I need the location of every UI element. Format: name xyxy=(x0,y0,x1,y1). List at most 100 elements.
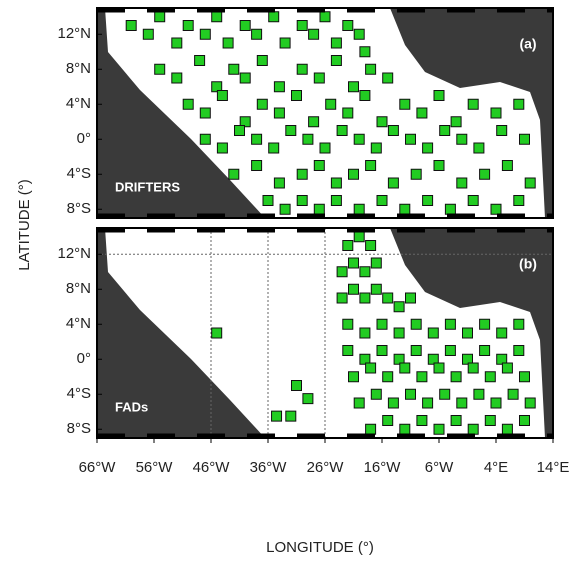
point xyxy=(444,203,456,215)
point xyxy=(273,177,285,189)
point xyxy=(427,353,439,365)
point xyxy=(496,353,508,365)
point xyxy=(462,327,473,339)
panel-label: (b) xyxy=(519,256,537,272)
point xyxy=(513,345,525,356)
point xyxy=(359,46,371,58)
panel-name: FADs xyxy=(115,399,148,414)
point xyxy=(405,292,416,304)
point xyxy=(359,266,371,278)
point xyxy=(490,203,502,215)
y-tick-label: 0° xyxy=(77,130,91,147)
point xyxy=(228,63,240,75)
point xyxy=(279,37,291,49)
point xyxy=(142,28,154,40)
point xyxy=(507,388,519,400)
point xyxy=(387,177,399,189)
point xyxy=(467,362,479,374)
point xyxy=(399,362,411,374)
point xyxy=(484,415,496,426)
point xyxy=(416,107,428,119)
point xyxy=(199,133,211,145)
point xyxy=(462,353,473,365)
point xyxy=(199,107,211,119)
point xyxy=(513,318,525,330)
point xyxy=(211,327,223,339)
point xyxy=(251,160,263,171)
point xyxy=(296,63,308,75)
y-tick-label: 12°N xyxy=(57,25,91,42)
point xyxy=(302,133,314,145)
point xyxy=(348,371,359,383)
point xyxy=(285,125,297,136)
point xyxy=(239,116,251,128)
point xyxy=(308,28,320,40)
point xyxy=(450,116,462,128)
y-tick-label: 8°N xyxy=(66,60,91,77)
point xyxy=(154,11,166,23)
point xyxy=(308,116,320,128)
point xyxy=(336,292,348,304)
point xyxy=(296,20,308,31)
point xyxy=(444,345,456,356)
point xyxy=(513,98,525,110)
x-tick-label: 66°W xyxy=(79,459,117,476)
point xyxy=(216,90,228,101)
point xyxy=(171,72,183,84)
point xyxy=(399,203,411,215)
y-tick-label: 12°N xyxy=(57,245,91,262)
point xyxy=(171,37,183,49)
point xyxy=(422,142,434,154)
point xyxy=(348,283,359,295)
point xyxy=(199,28,211,40)
point xyxy=(376,195,388,206)
point xyxy=(524,177,536,189)
point xyxy=(296,168,308,180)
point xyxy=(302,393,314,405)
point xyxy=(422,195,434,206)
y-tick-label: 8°S xyxy=(67,200,91,217)
point xyxy=(416,415,428,426)
x-axis-label: LONGITUDE (°) xyxy=(266,539,374,556)
point xyxy=(194,55,206,66)
point xyxy=(450,415,462,426)
point xyxy=(439,125,451,136)
point xyxy=(359,327,371,339)
point xyxy=(456,397,468,409)
point xyxy=(479,345,491,356)
point xyxy=(370,388,382,400)
x-tick-label: 46°W xyxy=(193,459,231,476)
point xyxy=(365,362,377,374)
panel-name: DRIFTERS xyxy=(115,179,180,194)
point xyxy=(154,63,166,75)
point xyxy=(370,257,382,269)
point xyxy=(422,397,434,409)
x-tick-label: 56°W xyxy=(136,459,174,476)
point xyxy=(256,98,268,110)
point xyxy=(467,423,479,435)
point xyxy=(359,90,371,101)
y-tick-label: 4°N xyxy=(66,315,91,332)
point xyxy=(313,160,325,171)
point xyxy=(416,371,428,383)
point xyxy=(410,168,422,180)
point xyxy=(291,380,302,391)
point xyxy=(336,125,348,136)
point xyxy=(330,177,342,189)
panel-label: (a) xyxy=(519,36,536,52)
y-tick-label: 4°N xyxy=(66,95,91,112)
point xyxy=(291,90,302,101)
point xyxy=(467,195,479,206)
y-tick-label: 4°S xyxy=(67,385,91,402)
point xyxy=(433,423,445,435)
point xyxy=(342,107,354,119)
point xyxy=(239,20,251,31)
x-tick-label: 14°E xyxy=(537,459,570,476)
point xyxy=(296,195,308,206)
point xyxy=(456,133,468,145)
point xyxy=(519,371,530,383)
point xyxy=(319,11,331,23)
point xyxy=(479,168,491,180)
point xyxy=(353,203,365,215)
point xyxy=(365,160,377,171)
